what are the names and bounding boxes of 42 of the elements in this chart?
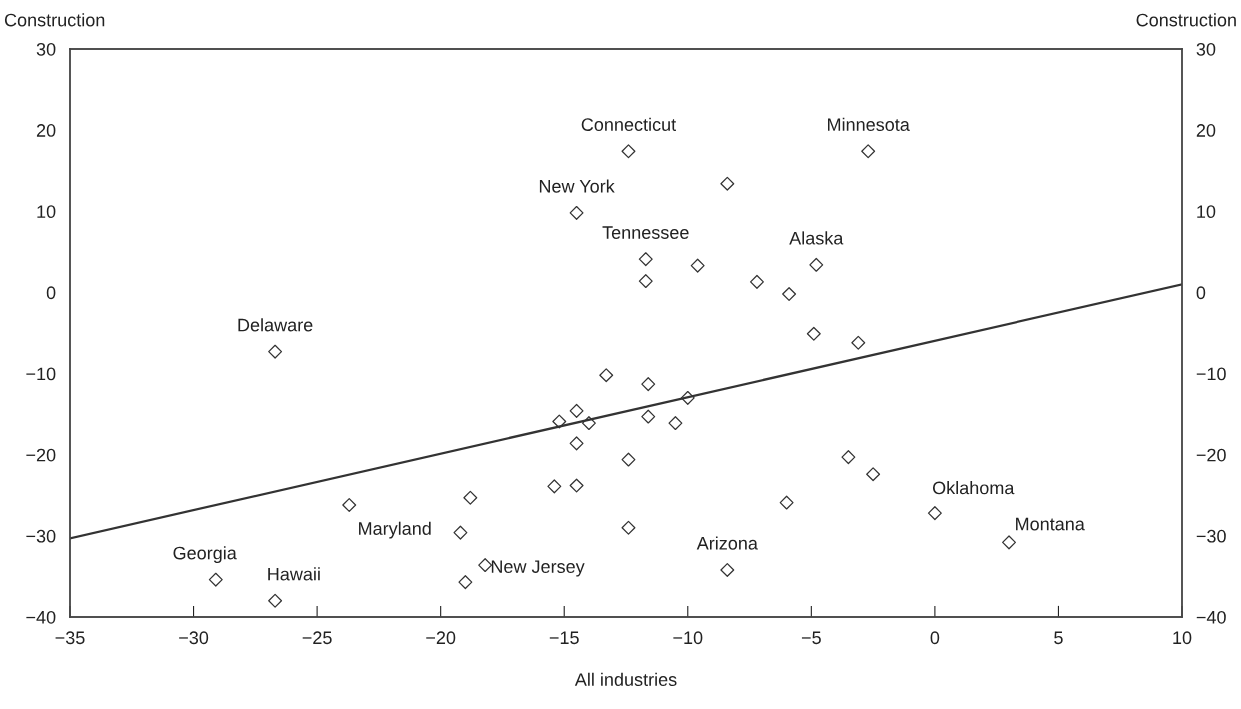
y-axis-title: Construction xyxy=(4,13,105,27)
y-tick-label: −10 xyxy=(26,367,56,381)
x-tick-label: −20 xyxy=(426,631,456,645)
x-axis-title: All industries xyxy=(574,672,677,686)
annotation: Delaware xyxy=(238,318,313,332)
y-tick-label: −20 xyxy=(26,448,56,462)
y-tick-label: −40 xyxy=(26,610,56,624)
y2-tick-label: −20 xyxy=(1196,448,1226,462)
x-tick-label: −10 xyxy=(673,631,703,645)
x-tick-label: 0 xyxy=(930,631,940,645)
x-tick-label: −25 xyxy=(302,631,332,645)
annotation: Maryland xyxy=(359,521,431,539)
annotation: Alaska xyxy=(789,231,844,245)
annotation: New York xyxy=(539,179,615,193)
y2-tick-label: 0 xyxy=(1196,286,1206,300)
x-tick-label: 10 xyxy=(1173,631,1192,645)
annotation: Georgia xyxy=(173,546,237,564)
x-tick-label: −35 xyxy=(55,631,85,645)
y-tick-label: 0 xyxy=(46,286,56,300)
y2-tick-label: −40 xyxy=(1196,610,1226,624)
annotation: Connecticut xyxy=(581,117,677,131)
annotation: Oklahoma xyxy=(932,481,1015,495)
x-tick-label: −15 xyxy=(549,631,579,645)
y2-axis-title: Construction xyxy=(1136,13,1236,27)
y-tick-label: 20 xyxy=(36,124,56,137)
y-tick-label: −30 xyxy=(26,529,56,543)
annotation: Minnesota xyxy=(828,117,910,131)
y-tick-label: 10 xyxy=(37,205,56,219)
annotation: New Jersey xyxy=(491,560,585,577)
y2-tick-label: 10 xyxy=(1197,205,1216,219)
y2-tick-label: −30 xyxy=(1196,529,1226,543)
annotation: Montana xyxy=(1016,517,1085,531)
x-tick-label: 5 xyxy=(1054,631,1063,645)
y2-tick-label: −10 xyxy=(1196,367,1226,381)
annotation: Arizona xyxy=(696,536,758,550)
x-tick-label: −5 xyxy=(801,631,821,645)
y2-tick-label: 30 xyxy=(1196,42,1216,56)
annotation: Hawaii xyxy=(268,567,320,581)
y2-tick-label: 20 xyxy=(1196,124,1216,137)
annotation: Tennessee xyxy=(602,226,689,239)
x-tick-label: −30 xyxy=(179,631,209,645)
y-tick-label: 30 xyxy=(36,42,56,56)
